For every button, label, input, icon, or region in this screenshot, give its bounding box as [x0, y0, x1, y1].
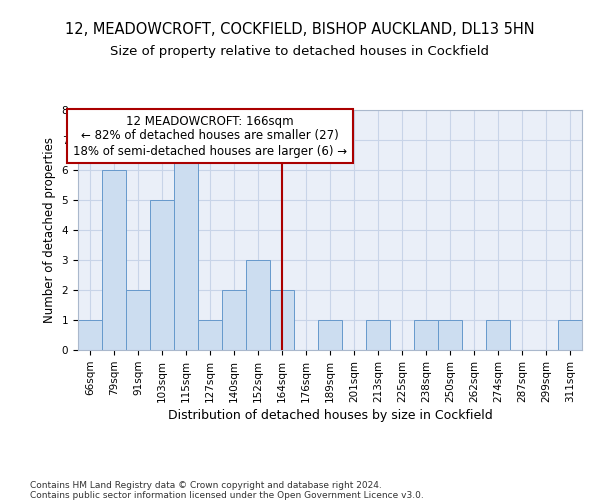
Bar	[438, 320, 462, 350]
Bar	[366, 320, 390, 350]
Bar	[270, 290, 294, 350]
Y-axis label: Number of detached properties: Number of detached properties	[43, 137, 56, 323]
Bar	[486, 320, 510, 350]
Bar	[102, 170, 126, 350]
Bar	[150, 200, 174, 350]
Bar	[198, 320, 222, 350]
Bar	[222, 290, 246, 350]
Bar	[414, 320, 438, 350]
Text: Contains HM Land Registry data © Crown copyright and database right 2024.: Contains HM Land Registry data © Crown c…	[30, 481, 382, 490]
Text: Contains public sector information licensed under the Open Government Licence v3: Contains public sector information licen…	[30, 490, 424, 500]
Bar	[126, 290, 150, 350]
X-axis label: Distribution of detached houses by size in Cockfield: Distribution of detached houses by size …	[167, 409, 493, 422]
Text: 12 MEADOWCROFT: 166sqm
← 82% of detached houses are smaller (27)
18% of semi-det: 12 MEADOWCROFT: 166sqm ← 82% of detached…	[73, 114, 347, 158]
Bar	[318, 320, 342, 350]
Bar	[246, 260, 270, 350]
Text: 12, MEADOWCROFT, COCKFIELD, BISHOP AUCKLAND, DL13 5HN: 12, MEADOWCROFT, COCKFIELD, BISHOP AUCKL…	[65, 22, 535, 38]
Text: Size of property relative to detached houses in Cockfield: Size of property relative to detached ho…	[110, 45, 490, 58]
Bar	[78, 320, 102, 350]
Bar	[558, 320, 582, 350]
Bar	[174, 140, 198, 350]
